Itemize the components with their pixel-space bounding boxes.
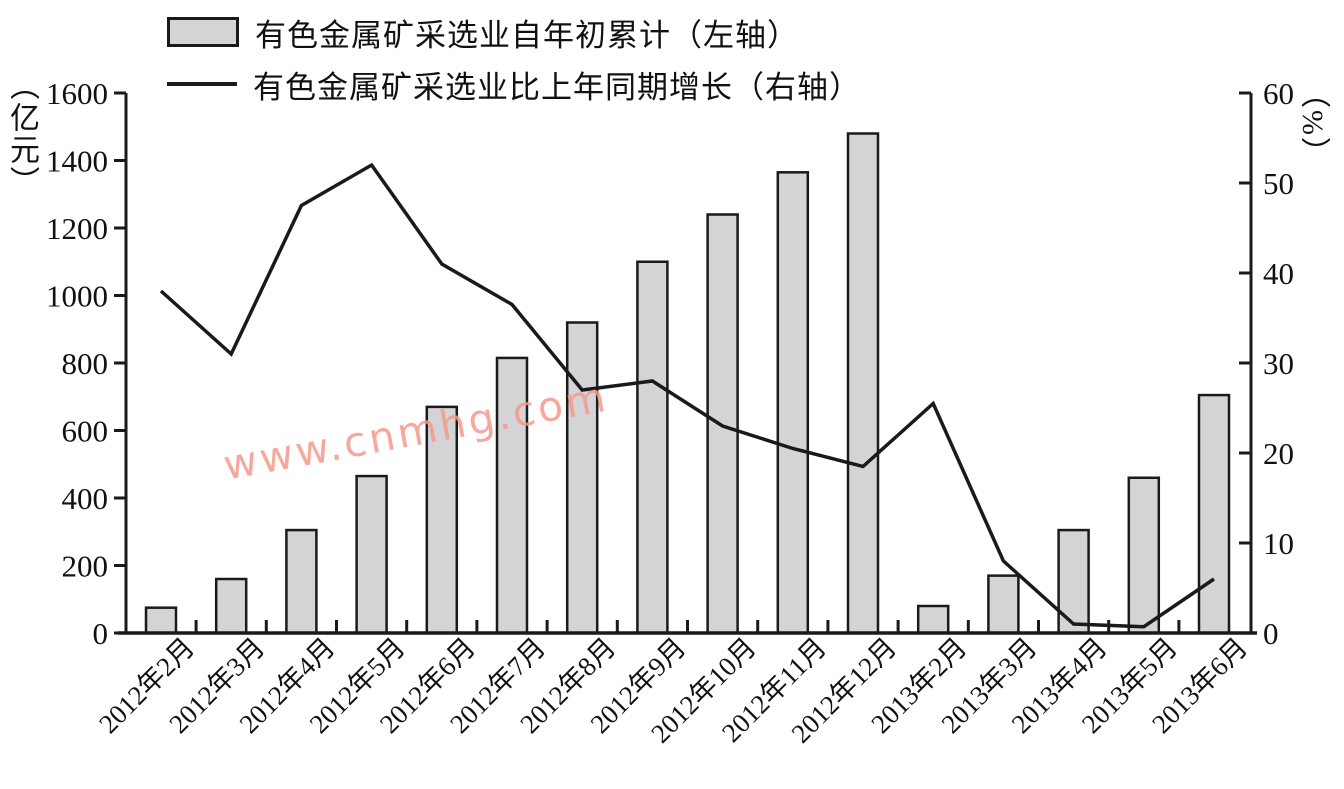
left-tick-label: 1000 — [46, 279, 108, 314]
bar — [285, 528, 318, 635]
right-tick-label: 50 — [1263, 166, 1294, 201]
bar — [1197, 393, 1231, 635]
right-tick-label: 30 — [1263, 346, 1294, 381]
left-axis-unit-label: （亿元） — [5, 70, 38, 198]
bar — [565, 321, 599, 635]
bar — [1127, 476, 1161, 635]
left-tick-label: 400 — [62, 481, 109, 516]
right-tick-label: 0 — [1263, 616, 1279, 651]
left-tick-label: 1600 — [46, 76, 108, 111]
left-tick-label: 800 — [62, 346, 109, 381]
bar — [495, 356, 529, 635]
bar — [987, 574, 1020, 635]
bar — [144, 606, 178, 635]
bar — [846, 132, 880, 635]
left-tick-label: 200 — [62, 549, 109, 584]
left-tick-label: 1400 — [46, 144, 108, 179]
bar — [636, 260, 669, 635]
right-tick-label: 10 — [1263, 526, 1294, 561]
right-tick-label: 40 — [1263, 256, 1294, 291]
left-tick-label: 1200 — [46, 211, 108, 246]
right-tick-label: 60 — [1263, 76, 1294, 111]
left-tick-label: 600 — [62, 414, 109, 449]
bar — [916, 604, 950, 635]
right-tick-label: 20 — [1263, 436, 1294, 471]
bar — [425, 405, 459, 635]
bar — [355, 474, 388, 635]
bar — [1057, 528, 1090, 635]
bar-swatch-icon — [167, 17, 239, 47]
right-axis-unit-label: （%） — [1296, 78, 1329, 169]
line-swatch-icon — [167, 82, 237, 86]
bar — [776, 171, 810, 635]
legend-line-label: 有色金属矿采选业比上年同期增长（右轴） — [253, 69, 861, 105]
left-tick-label: 0 — [93, 616, 109, 651]
legend: 有色金属矿采选业自年初累计（左轴） 有色金属矿采选业比上年同期增长（右轴） — [167, 8, 861, 112]
bar — [706, 213, 739, 635]
trend-line — [159, 162, 1215, 629]
legend-row-line: 有色金属矿采选业比上年同期增长（右轴） — [167, 56, 861, 112]
bar — [214, 577, 248, 635]
legend-bar-label: 有色金属矿采选业自年初累计（左轴） — [255, 17, 799, 53]
legend-row-bar: 有色金属矿采选业自年初累计（左轴） — [167, 8, 861, 56]
